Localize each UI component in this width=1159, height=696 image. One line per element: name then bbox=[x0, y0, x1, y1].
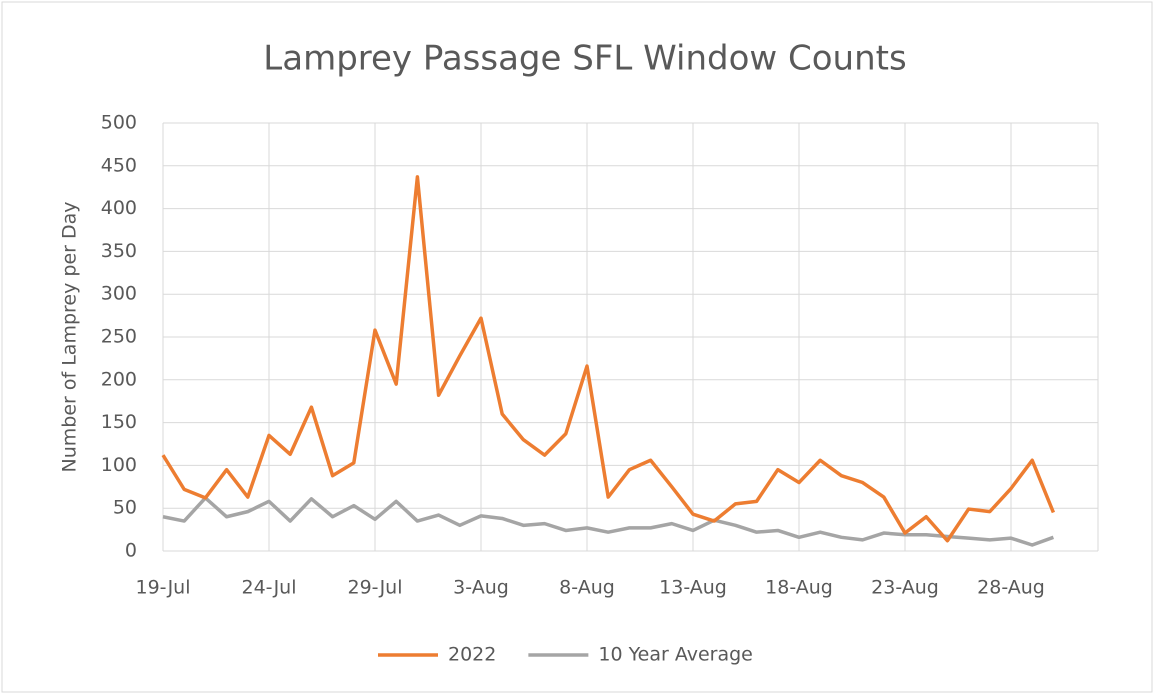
legend-label: 10 Year Average bbox=[598, 644, 753, 666]
y-tick-label: 300 bbox=[101, 283, 137, 305]
y-axis-title: Number of Lamprey per Day bbox=[59, 201, 81, 472]
y-tick-label: 200 bbox=[101, 368, 137, 390]
y-tick-label: 400 bbox=[101, 197, 137, 219]
y-tick-label: 350 bbox=[101, 240, 137, 262]
x-tick-label: 19-Jul bbox=[135, 577, 190, 599]
y-tick-label: 250 bbox=[101, 326, 137, 348]
x-tick-label: 24-Jul bbox=[241, 577, 296, 599]
x-tick-label: 8-Aug bbox=[559, 577, 615, 599]
y-tick-label: 150 bbox=[101, 411, 137, 433]
x-tick-label: 18-Aug bbox=[765, 577, 833, 599]
y-tick-label: 500 bbox=[101, 112, 137, 134]
x-tick-label: 23-Aug bbox=[871, 577, 939, 599]
x-tick-label: 29-Jul bbox=[347, 577, 402, 599]
series-line bbox=[161, 175, 1056, 543]
chart-title: Lamprey Passage SFL Window Counts bbox=[263, 39, 906, 79]
y-tick-label: 0 bbox=[125, 540, 137, 562]
x-tick-label: 13-Aug bbox=[659, 577, 727, 599]
legend-label: 2022 bbox=[448, 644, 496, 666]
y-tick-label: 450 bbox=[101, 154, 137, 176]
x-tick-label: 28-Aug bbox=[977, 577, 1045, 599]
y-tick-label: 50 bbox=[113, 497, 137, 519]
y-tick-label: 100 bbox=[101, 454, 137, 476]
x-tick-label: 3-Aug bbox=[453, 577, 509, 599]
